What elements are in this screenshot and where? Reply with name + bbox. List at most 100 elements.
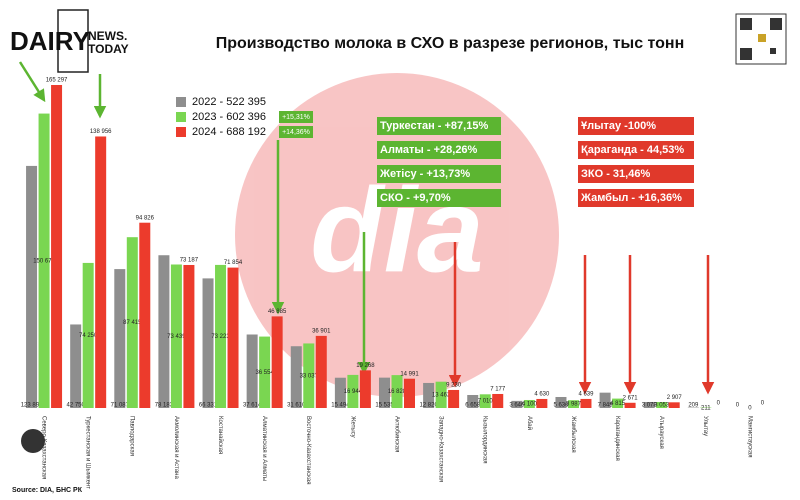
legend-label: 2022 - 522 395 — [192, 96, 266, 108]
svg-text:dia: dia — [310, 164, 483, 298]
bar — [315, 335, 327, 408]
annotation-bg — [578, 189, 694, 207]
qr-code — [735, 13, 787, 65]
x-tick-label: Улытау — [702, 416, 708, 436]
annotation-bg — [578, 141, 694, 159]
data-label: 71 854 — [224, 260, 243, 266]
bar — [51, 85, 63, 408]
bar — [511, 400, 523, 408]
data-label: 3 646 — [509, 403, 525, 409]
bar — [158, 255, 170, 408]
data-label: 36 901 — [312, 328, 331, 334]
x-tick-label: Костанайская — [217, 416, 224, 454]
chart-title: Производство молока в СХО в разрезе реги… — [216, 35, 685, 52]
edit-button[interactable] — [21, 429, 45, 453]
x-tick-label: Павлодарская — [129, 416, 135, 456]
data-label: 33 037 — [300, 373, 319, 379]
data-label: 13 462 — [432, 392, 451, 398]
x-tick-label: Западно-Казахстанская — [438, 416, 444, 482]
logo-bottom: TODAY — [88, 42, 129, 56]
x-tick-label: Кызылординская — [482, 416, 488, 463]
bar — [303, 343, 315, 408]
bar — [492, 393, 504, 408]
x-tick-label: Карагандинская — [614, 416, 620, 461]
bar — [139, 222, 151, 408]
bar — [523, 399, 535, 408]
x-tick-label: Жетысу — [349, 416, 355, 438]
data-label: 7 177 — [490, 387, 506, 393]
bar — [435, 381, 447, 408]
data-label: 7 010 — [478, 399, 494, 405]
data-label: 0 — [736, 403, 740, 409]
bar — [612, 398, 624, 408]
x-tick-label: Абай — [526, 416, 533, 430]
bar — [259, 336, 271, 408]
bar — [347, 374, 359, 408]
legend-label: 2024 - 688 192 — [192, 126, 266, 138]
x-tick-label: Мангистауская — [746, 416, 752, 457]
data-label: 16 828 — [388, 389, 407, 395]
legend-badge-bg — [279, 126, 313, 138]
data-label: 138 956 — [90, 129, 112, 135]
data-label: 123 890 — [21, 403, 43, 409]
bar — [26, 165, 38, 408]
bar — [467, 394, 479, 408]
x-tick-label: Жамбылская — [570, 416, 576, 453]
arrows — [18, 61, 715, 395]
bar — [404, 378, 415, 408]
data-label: 73 223 — [211, 334, 230, 340]
bar — [183, 264, 195, 408]
bar — [624, 402, 636, 408]
bar — [227, 267, 239, 408]
data-label: 3 987 — [566, 402, 582, 408]
data-label: 66 331 — [199, 403, 218, 409]
data-label: 2 671 — [623, 395, 639, 401]
bar — [567, 400, 579, 408]
data-label: 16 944 — [344, 389, 363, 395]
x-tick-label: Восточно-Казахстанская — [305, 416, 311, 484]
bar — [391, 375, 403, 408]
bar — [114, 269, 126, 408]
bar — [246, 334, 258, 408]
data-label: 46 885 — [268, 309, 287, 315]
data-label: 42 750 — [66, 403, 85, 409]
annotation-bg — [377, 165, 501, 183]
x-tick-label: Актюбинская — [393, 416, 399, 452]
data-label: 3 053 — [654, 403, 670, 409]
bar — [290, 346, 302, 408]
bar — [271, 316, 283, 408]
annotation: Жетісу - +13,73% — [379, 168, 470, 180]
legend-badge: +14,36% — [282, 129, 310, 136]
bar — [536, 398, 548, 408]
data-label: 74 250 — [79, 333, 98, 339]
data-label: 19 268 — [356, 363, 375, 369]
data-label: 73 439 — [167, 334, 186, 340]
annotation-bg — [578, 117, 694, 135]
bar — [599, 392, 611, 408]
bar — [70, 324, 82, 408]
data-label: 36 554 — [255, 370, 274, 376]
bar — [170, 264, 182, 408]
logo-main: DAIRY — [10, 26, 90, 56]
source: Source: DIA, БНС РК — [12, 487, 83, 494]
annotation-bg — [377, 117, 501, 135]
bar — [215, 264, 227, 408]
data-label: 9 230 — [446, 383, 462, 389]
data-label: 165 297 — [46, 78, 68, 84]
annotation-bg — [377, 141, 501, 159]
legend-swatch — [176, 127, 186, 137]
data-label: 0 — [748, 406, 752, 412]
bar — [555, 396, 567, 408]
data-label: 5 636 — [553, 403, 569, 409]
x-tick-label: Акмолинская и Астана — [173, 416, 179, 479]
data-label: 0 — [761, 401, 765, 407]
data-label: 7 848 — [598, 403, 614, 409]
bar — [126, 237, 138, 408]
data-label: 4 815 — [610, 401, 626, 407]
bar — [95, 136, 107, 408]
data-label: 209 — [688, 403, 699, 409]
data-label: 87 415 — [123, 320, 142, 326]
data-label: 4 639 — [578, 392, 594, 398]
data-label: 37 614 — [243, 403, 262, 409]
